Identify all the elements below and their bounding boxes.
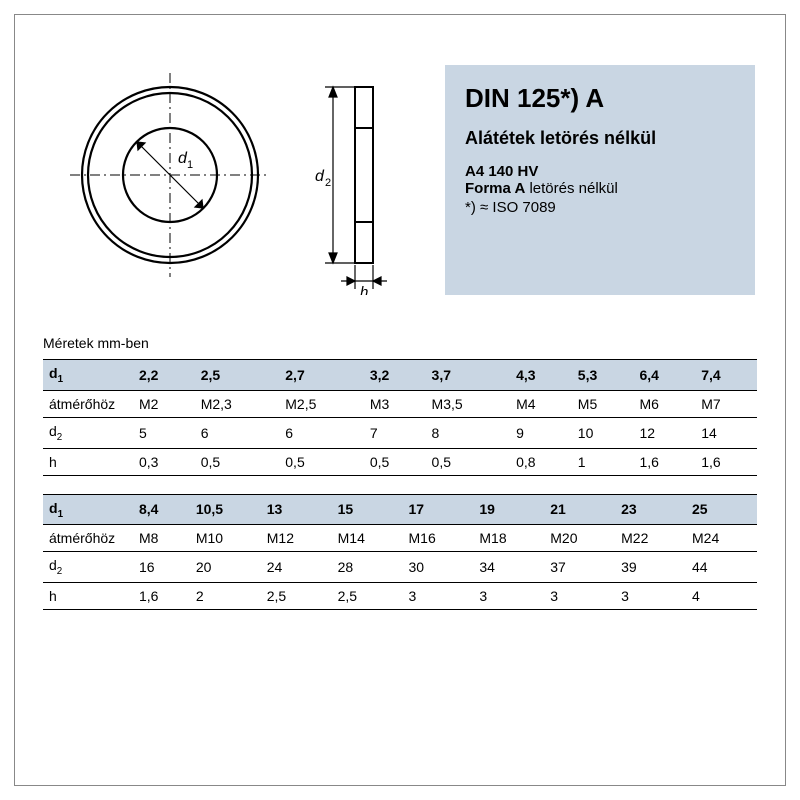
table-row: h 0,3 0,5 0,5 0,5 0,5 0,8 1 1,6 1,6	[43, 448, 757, 475]
top-row: d 1 d 2	[15, 15, 785, 315]
svg-text:1: 1	[187, 159, 193, 171]
spec-table-2: d1 8,4 10,5 13 15 17 19 21 23 25 átmérőh…	[43, 494, 757, 611]
svg-text:2: 2	[325, 177, 331, 189]
table-row: h 1,6 2 2,5 2,5 3 3 3 3 4	[43, 583, 757, 610]
table-row: d1 8,4 10,5 13 15 17 19 21 23 25	[43, 494, 757, 525]
tables-caption: Méretek mm-ben	[43, 335, 757, 351]
row-label-d1: d1	[43, 360, 133, 391]
svg-text:d: d	[315, 168, 325, 185]
row-label-h: h	[43, 448, 133, 475]
material-line: A4 140 HV	[465, 163, 735, 180]
row-label-d2: d2	[43, 417, 133, 448]
row-label-h: h	[43, 583, 133, 610]
spec-table-1: d1 2,2 2,5 2,7 3,2 3,7 4,3 5,3 6,4 7,4 á…	[43, 359, 757, 476]
tables-area: Méretek mm-ben d1 2,2 2,5 2,7 3,2 3,7 4,…	[15, 315, 785, 610]
iso-note: *) ≈ ISO 7089	[465, 199, 735, 216]
row-label-fordia: átmérőhöz	[43, 390, 133, 417]
washer-diagram: d 1 d 2	[55, 65, 425, 295]
row-label-fordia: átmérőhöz	[43, 525, 133, 552]
table-row: d2 16 20 24 28 30 34 37 39 44	[43, 552, 757, 583]
table-row: átmérőhöz M8 M10 M12 M14 M16 M18 M20 M22…	[43, 525, 757, 552]
table-row: d2 5 6 6 7 8 9 10 12 14	[43, 417, 757, 448]
page-frame: d 1 d 2	[14, 14, 786, 786]
info-panel: DIN 125*) A Alátétek letörés nélkül A4 1…	[445, 65, 755, 295]
table-row: d1 2,2 2,5 2,7 3,2 3,7 4,3 5,3 6,4 7,4	[43, 360, 757, 391]
standard-title: DIN 125*) A	[465, 83, 735, 114]
form-line: Forma A letörés nélkül	[465, 180, 735, 197]
h-label: h	[360, 284, 368, 295]
table-row: átmérőhöz M2 M2,3 M2,5 M3 M3,5 M4 M5 M6 …	[43, 390, 757, 417]
row-label-d2: d2	[43, 552, 133, 583]
standard-subtitle: Alátétek letörés nélkül	[465, 128, 735, 149]
row-label-d1: d1	[43, 494, 133, 525]
